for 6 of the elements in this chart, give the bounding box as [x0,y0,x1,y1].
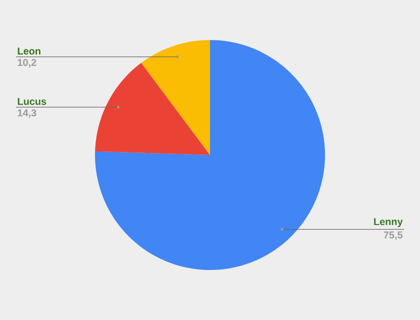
data-label: 14,3 [18,109,36,118]
slice-label: Leon [18,48,40,55]
data-label: 75,5 [384,232,403,240]
slice-label: Lucus [18,98,46,105]
slice-label: Lenny [374,218,403,228]
data-label: 10,2 [18,58,36,68]
